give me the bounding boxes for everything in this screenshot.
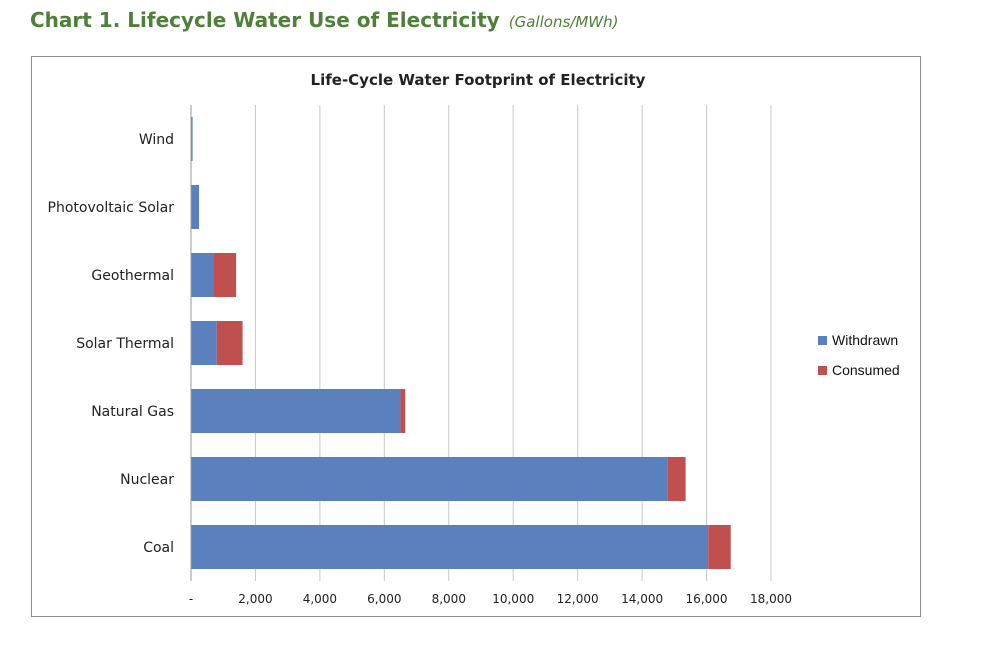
legend-label-withdrawn: Withdrawn [832,332,898,348]
x-tick-label: 18,000 [750,592,792,606]
chart-heading-unit: (Gallons/MWh) [508,13,619,31]
x-tick-label: 4,000 [303,592,337,606]
chart-heading: Chart 1. Lifecycle Water Use of Electric… [30,4,618,36]
category-label: Natural Gas [91,404,174,420]
category-label: Photovoltaic Solar [48,200,175,216]
x-tick-label: 6,000 [367,592,401,606]
gridlines [254,105,772,581]
legend: Withdrawn Consumed [818,332,900,378]
x-tick-label: 2,000 [238,592,272,606]
bar-withdrawn [191,321,217,365]
bar-chart: Life-Cycle Water Footprint of Electricit… [48,71,900,606]
bar-withdrawn [191,525,709,569]
x-tick-label: 16,000 [686,592,728,606]
x-tick-label: 10,000 [492,592,534,606]
category-label: Geothermal [91,268,174,284]
bar-consumed [213,253,237,297]
bar-withdrawn [191,253,214,297]
chart-title: Life-Cycle Water Footprint of Electricit… [311,71,646,89]
bar-withdrawn [191,117,193,161]
bar-consumed [667,457,686,501]
category-label: Wind [139,132,174,148]
bar-consumed [708,525,731,569]
category-label: Nuclear [120,472,174,488]
legend-swatch-withdrawn [818,336,827,345]
x-tick-label: 14,000 [621,592,663,606]
legend-label-consumed: Consumed [832,362,900,378]
x-tick-label: 8,000 [432,592,466,606]
chart-frame: Life-Cycle Water Footprint of Electricit… [31,56,921,617]
bar-withdrawn [191,185,200,229]
category-labels: Wind Photovoltaic Solar Geothermal Solar Th… [48,132,175,556]
bar-withdrawn [191,389,401,433]
x-tick-label: 12,000 [557,592,599,606]
legend-swatch-consumed [818,366,827,375]
category-label: Solar Thermal [76,336,174,352]
bar-consumed [216,321,243,365]
bar-consumed [400,389,406,433]
x-tick-label: - [189,592,193,606]
bar-withdrawn [191,457,668,501]
x-tick-labels: - 2,000 4,000 6,000 8,000 10,000 12,000 14,000 1… [189,592,792,606]
chart-heading-title: Chart 1. Lifecycle Water Use of Electric… [30,8,500,32]
category-label: Coal [143,540,174,556]
bars [191,117,731,569]
